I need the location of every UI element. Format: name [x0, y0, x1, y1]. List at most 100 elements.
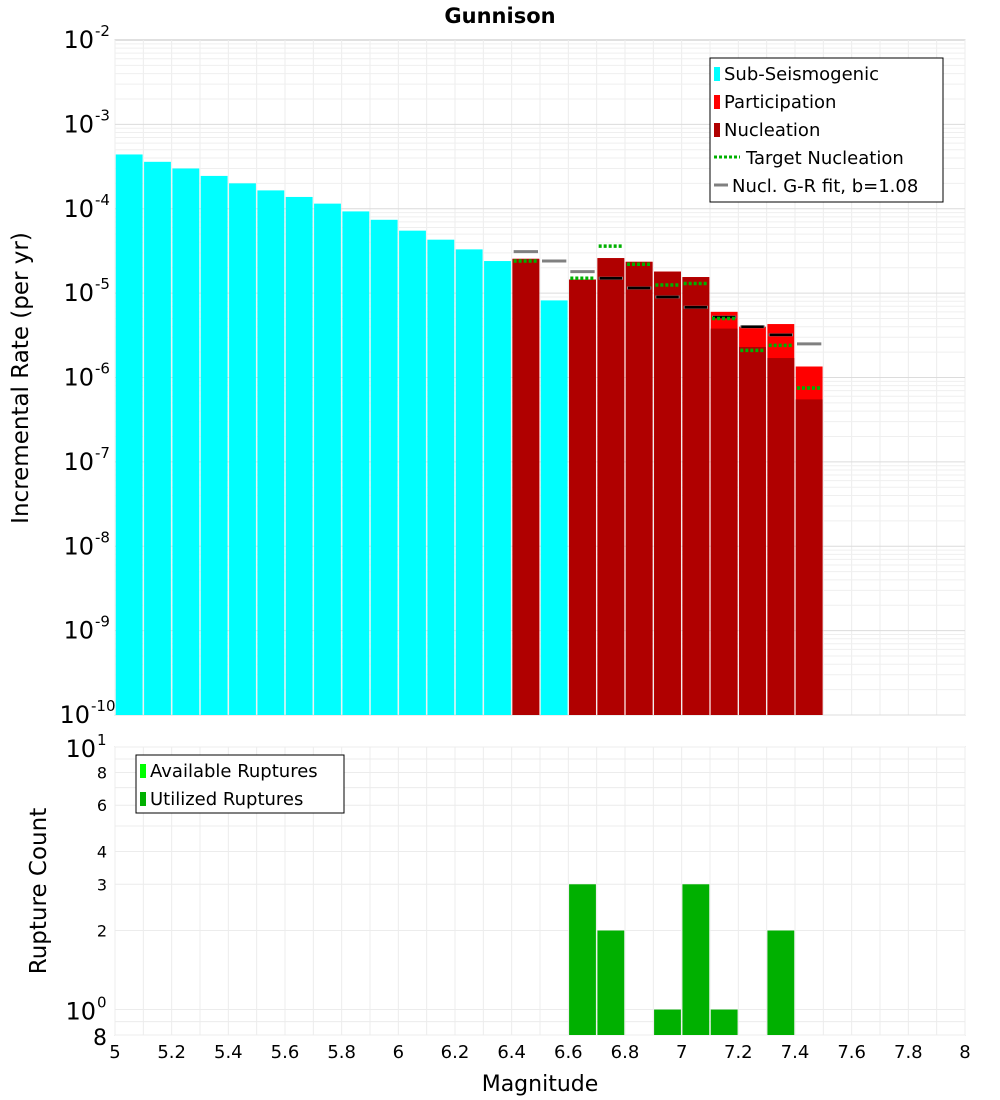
- legend-swatch-sub-seismogenic: [714, 67, 720, 81]
- bar-utilized: [710, 1009, 738, 1035]
- x-tick-label: 7.4: [781, 1042, 810, 1063]
- bottom-legend-box: [135, 754, 345, 814]
- legend-label-nucleation: Nucleation: [724, 120, 820, 141]
- bottom-bars: [569, 884, 795, 1035]
- bottom-legend: Available Ruptures Utilized Ruptures: [135, 754, 345, 814]
- bar-utilized: [569, 884, 596, 1035]
- x-tick-label: 5.6: [271, 1042, 300, 1063]
- bar-sub-seismogenic: [399, 230, 426, 715]
- chart-title: Gunnison: [444, 4, 555, 28]
- legend-swatch-nucleation: [714, 123, 720, 137]
- y-tick-exponent: -6: [95, 360, 110, 378]
- bar-nucleation: [512, 258, 540, 715]
- y-major-tick-exponent: 1: [97, 731, 107, 749]
- y-tick-label: 10: [63, 195, 94, 223]
- y-minor-tick-label: 8: [93, 1026, 107, 1051]
- y-tick-label: 10: [63, 364, 94, 392]
- y-tick-label: 10: [63, 532, 94, 560]
- x-tick-label: 6.6: [554, 1042, 583, 1063]
- legend-label-utilized: Utilized Ruptures: [150, 789, 303, 810]
- y-major-tick-label: 10: [65, 735, 96, 763]
- bar-nucleation: [710, 328, 738, 715]
- y-minor-tick-label: 6: [97, 796, 107, 815]
- legend-label-participation: Participation: [724, 92, 836, 113]
- bar-utilized: [597, 930, 625, 1035]
- bottom-x-ticks: 5 5.2 5.4 5.6 5.8 6 6.2 6.4 6.6 6.8 7 7.2 7.4 7.6 7.8 8: [109, 1042, 970, 1063]
- bar-sub-seismogenic: [540, 300, 568, 715]
- bar-nucleation: [739, 346, 766, 715]
- bar-sub-seismogenic: [115, 154, 143, 715]
- bar-sub-seismogenic: [455, 249, 483, 716]
- bar-sub-seismogenic: [285, 196, 313, 716]
- bar-sub-seismogenic: [342, 211, 370, 716]
- legend-swatch-utilized: [140, 792, 146, 806]
- bar-sub-seismogenic: [229, 183, 256, 716]
- bar-sub-seismogenic: [144, 161, 171, 715]
- x-tick-label: 5.2: [157, 1042, 186, 1063]
- x-axis-label: Magnitude: [482, 1072, 599, 1097]
- y-tick-label: 10: [63, 26, 94, 54]
- bar-sub-seismogenic: [172, 168, 200, 715]
- x-tick-label: 6.4: [497, 1042, 526, 1063]
- x-tick-label: 6.8: [611, 1042, 640, 1063]
- legend-swatch-participation: [714, 95, 720, 109]
- x-tick-label: 7.8: [894, 1042, 923, 1063]
- legend-label-gr-fit: Nucl. G-R fit, b=1.08: [732, 176, 918, 197]
- y-tick-exponent: -9: [95, 613, 110, 631]
- x-tick-label: 7.6: [837, 1042, 866, 1063]
- bar-nucleation: [767, 358, 795, 715]
- x-tick-label: 7.2: [724, 1042, 753, 1063]
- x-tick-label: 5.4: [214, 1042, 243, 1063]
- y-tick-label: 10: [63, 617, 94, 645]
- y-tick-label: 10: [63, 448, 94, 476]
- y-tick-exponent: -7: [95, 444, 110, 462]
- bar-nucleation: [654, 271, 681, 715]
- y-tick-exponent: -10: [91, 697, 116, 715]
- x-tick-label: 6: [393, 1042, 404, 1063]
- legend-label-target-nucleation: Target Nucleation: [745, 148, 904, 169]
- bar-nucleation: [597, 258, 625, 715]
- y-minor-tick-label: 8: [97, 763, 107, 782]
- legend-label-sub-seismogenic: Sub-Seismogenic: [724, 64, 879, 85]
- x-tick-label: 5.8: [327, 1042, 356, 1063]
- y-tick-label: 10: [59, 701, 90, 729]
- y-tick-exponent: -5: [95, 275, 110, 293]
- bar-utilized: [682, 884, 710, 1035]
- y-minor-tick-label: 2: [97, 922, 107, 941]
- y-minor-tick-label: 4: [97, 842, 107, 861]
- x-tick-label: 6.2: [441, 1042, 470, 1063]
- bar-sub-seismogenic: [427, 239, 455, 716]
- bar-utilized: [767, 930, 795, 1035]
- bar-nucleation: [625, 261, 653, 715]
- bar-nucleation: [569, 279, 596, 715]
- bar-sub-seismogenic: [370, 219, 398, 715]
- y-minor-tick-label: 3: [97, 875, 107, 894]
- top-marks: [513, 244, 822, 390]
- bar-sub-seismogenic: [314, 203, 341, 716]
- bar-utilized: [654, 1009, 681, 1035]
- bar-sub-seismogenic: [484, 261, 511, 715]
- y-tick-exponent: -3: [95, 106, 110, 124]
- y-tick-label: 10: [63, 110, 94, 138]
- bar-sub-seismogenic: [257, 190, 285, 716]
- legend-swatch-available: [140, 764, 146, 778]
- top-bars: [115, 154, 823, 716]
- top-y-axis-label: Incremental Rate (per yr): [8, 232, 34, 524]
- x-tick-label: 8: [959, 1042, 970, 1063]
- top-legend: Sub-Seismogenic Participation Nucleation…: [709, 57, 944, 203]
- bottom-y-axis-label: Rupture Count: [26, 808, 52, 974]
- bar-nucleation: [795, 399, 823, 715]
- y-tick-exponent: -8: [95, 528, 110, 546]
- bar-nucleation: [682, 277, 710, 715]
- y-tick-exponent: -4: [95, 191, 110, 209]
- x-tick-label: 5: [109, 1042, 120, 1063]
- y-major-tick-exponent: 0: [97, 994, 107, 1012]
- x-tick-label: 7: [676, 1042, 687, 1063]
- y-tick-exponent: -2: [95, 22, 110, 40]
- y-tick-label: 10: [63, 279, 94, 307]
